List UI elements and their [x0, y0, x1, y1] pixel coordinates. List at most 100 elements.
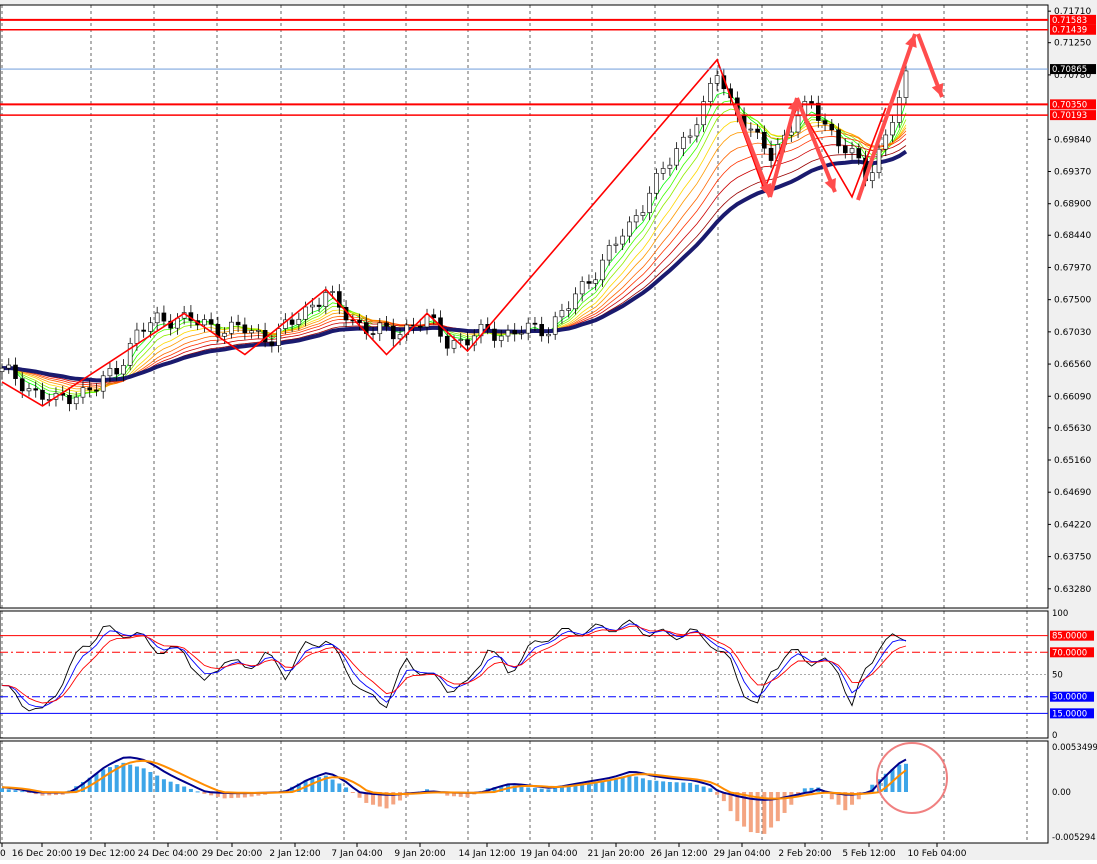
time-label: 19 Dec 12:00: [75, 849, 136, 859]
rsi-level-label: 70.0000: [1052, 648, 1087, 658]
macd-histogram-bar: [627, 774, 632, 792]
candle-body: [444, 336, 450, 349]
macd-histogram-bar: [128, 764, 133, 792]
price-tick-label: 0.71250: [1054, 39, 1091, 49]
down-arrow: [733, 104, 772, 198]
macd-histogram-bar: [350, 792, 355, 793]
macd-histogram-bar: [546, 789, 551, 792]
macd-histogram-bar: [688, 782, 693, 792]
macd-histogram-bar: [364, 792, 369, 803]
candle-body: [681, 136, 686, 149]
price-tick-label: 0.69840: [1054, 135, 1091, 145]
candle-body: [748, 128, 754, 131]
macd-histogram-bar: [6, 789, 11, 792]
candle-body: [701, 101, 706, 126]
candle-body: [687, 135, 693, 138]
macd-histogram-bar: [499, 785, 504, 792]
candle-body: [654, 173, 659, 194]
candle-body: [762, 131, 767, 149]
candle-body: [465, 339, 470, 346]
rsi-level-label-bg: [1050, 647, 1094, 658]
price-tick-label: 0.65160: [1054, 456, 1091, 466]
candle-body: [424, 314, 430, 328]
slow-ma-line: [1, 149, 908, 383]
macd-histogram-bar: [391, 792, 396, 805]
candle-body: [755, 128, 760, 133]
candle-body: [505, 330, 511, 337]
macd-histogram-bar: [708, 788, 713, 792]
arrow-shaft: [768, 97, 799, 198]
macd-histogram-bar: [209, 792, 214, 796]
candle-body: [606, 245, 612, 261]
macd-histogram-bar: [236, 792, 241, 798]
candle-body: [566, 308, 571, 311]
macd-histogram-bar: [249, 792, 254, 797]
level-label-bg: [1050, 14, 1096, 25]
rsi-tick-label: 0: [1052, 731, 1057, 741]
macd-histogram-bar: [674, 782, 679, 792]
candle-body: [842, 145, 848, 154]
candle-body: [883, 134, 889, 150]
rsi-level-label: 15.0000: [1052, 709, 1087, 719]
macd-histogram-bar: [310, 778, 315, 792]
macd-histogram-bar: [836, 792, 841, 805]
candle-body: [87, 387, 93, 391]
candle-body: [525, 322, 531, 334]
macd-histogram-bar: [384, 792, 389, 809]
macd-histogram-bar: [222, 792, 227, 799]
macd-histogram-bar: [600, 781, 605, 792]
price-tick-label: 0.68900: [1054, 200, 1091, 210]
candle-body: [539, 324, 545, 337]
macd-histogram-bar: [809, 787, 814, 792]
macd-histogram-bar: [188, 788, 193, 792]
candle-body: [856, 148, 862, 159]
up-arrow: [856, 33, 917, 201]
candle-body: [552, 316, 558, 335]
macd-histogram-bar: [640, 778, 645, 792]
candle-body: [161, 312, 167, 322]
candle-body: [593, 279, 598, 284]
candle-body: [390, 325, 396, 340]
candle-body: [357, 319, 362, 323]
macd-histogram-bar: [620, 776, 625, 792]
macd-histogram-bar: [492, 787, 497, 792]
rsi-level-label-bg: [1050, 691, 1094, 702]
arrow-head: [931, 83, 944, 97]
candle-body: [532, 322, 538, 325]
arrow-head: [759, 183, 772, 197]
macd-histogram-bar: [856, 792, 861, 800]
candle-body: [100, 375, 106, 392]
candle-body: [667, 164, 673, 169]
price-tick-label: 0.65630: [1054, 424, 1091, 434]
candle-body: [397, 334, 403, 340]
price-tick-label: 0.64220: [1054, 520, 1091, 530]
candle-body: [633, 215, 639, 223]
candle-body: [498, 335, 504, 341]
candle-body: [6, 364, 12, 369]
macd-histogram-bar: [904, 763, 908, 792]
macd-histogram-bar: [458, 792, 463, 797]
time-label: 26 Jan 12:00: [651, 849, 708, 859]
level-label-bg: [1050, 24, 1096, 35]
candle-body: [276, 328, 281, 346]
candle-body: [148, 322, 153, 332]
macd-histogram-bar: [182, 786, 187, 792]
macd-histogram-bar: [148, 771, 153, 792]
macd-histogram-bar: [377, 792, 382, 807]
macd-histogram-bar: [748, 792, 753, 833]
macd-histogram-bar: [559, 786, 564, 792]
time-label: 14 Jan 12:00: [459, 849, 516, 859]
candle-body: [768, 147, 774, 161]
candle-body: [519, 332, 524, 335]
macd-histogram-bar: [782, 792, 787, 813]
candle-body: [492, 328, 497, 341]
macd-histogram-bar: [0, 788, 4, 792]
candle-body: [836, 129, 841, 147]
macd-histogram-bar: [141, 768, 146, 792]
candle-body: [121, 365, 126, 375]
candle-body: [94, 389, 99, 392]
macd-histogram-bar: [883, 773, 888, 792]
macd-histogram-bar: [701, 786, 706, 792]
macd-histogram-bar: [398, 792, 403, 801]
macd-histogram-bar: [229, 792, 234, 799]
